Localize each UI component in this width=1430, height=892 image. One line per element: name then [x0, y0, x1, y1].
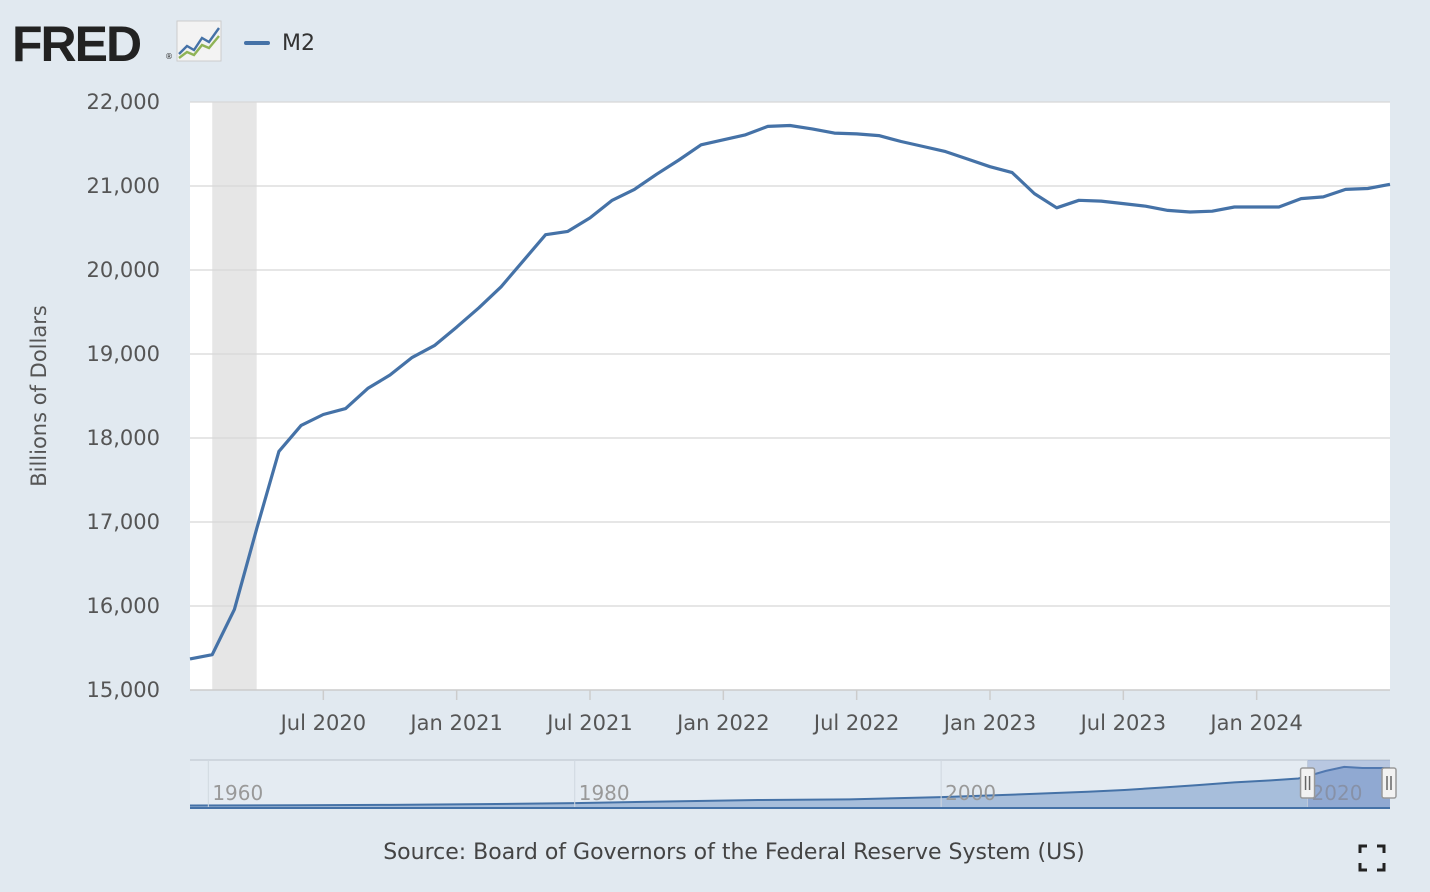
line-chart-icon	[176, 20, 222, 62]
y-axis-label: Billions of Dollars	[27, 305, 51, 487]
navigator-handle-left[interactable]	[1299, 767, 1316, 799]
legend-swatch	[244, 41, 270, 45]
navigator[interactable]: 1960 1980 2000 2020	[189, 759, 1397, 809]
x-tick-label: Jul 2022	[812, 711, 899, 735]
x-axis-ticks: Jul 2020 Jan 2021 Jul 2021 Jan 2022 Jul 2022…	[279, 690, 1303, 735]
x-tick-label: Jul 2023	[1079, 711, 1166, 735]
recession-shading-layer	[212, 102, 257, 690]
x-tick-label: Jan 2021	[408, 711, 503, 735]
y-tick-label: 16,000	[87, 594, 160, 618]
x-tick-label: Jul 2021	[545, 711, 632, 735]
navigator-handle-right[interactable]	[1381, 767, 1397, 799]
chart-header: FRED ® M2	[0, 0, 1430, 80]
navigator-selection	[1307, 760, 1390, 808]
navigator-label: 2020	[1312, 781, 1363, 805]
y-tick-label: 15,000	[87, 678, 160, 702]
legend[interactable]: M2	[244, 28, 315, 58]
source-note: Source: Board of Governors of the Federa…	[383, 840, 1085, 865]
fred-logo[interactable]: FRED	[12, 16, 142, 72]
x-tick-label: Jul 2020	[279, 711, 366, 735]
x-tick-label: Jan 2023	[942, 711, 1037, 735]
gridlines	[190, 101, 1390, 691]
x-tick-label: Jan 2024	[1208, 711, 1303, 735]
plot-background	[190, 102, 1390, 690]
handle-body	[1381, 767, 1397, 799]
y-axis-ticks: 15,000 16,000 17,000 18,000 19,000 20,000 21,0…	[87, 90, 160, 702]
handle-body	[1299, 767, 1316, 799]
navigator-label: 1980	[579, 781, 630, 805]
navigator-label: 1960	[212, 781, 263, 805]
navigator-area	[190, 766, 1390, 808]
legend-label-m2: M2	[282, 30, 315, 56]
fullscreen-icon[interactable]	[1358, 844, 1386, 872]
navigator-line	[189, 765, 1390, 807]
registered-mark: ®	[165, 52, 173, 61]
x-tick-label: Jan 2022	[675, 711, 770, 735]
y-tick-label: 17,000	[87, 510, 160, 534]
y-tick-label: 20,000	[87, 258, 160, 282]
series-layer	[189, 123, 1391, 661]
recession-band	[212, 102, 257, 690]
y-tick-label: 19,000	[87, 342, 160, 366]
navigator-label: 2000	[945, 781, 996, 805]
y-tick-label: 21,000	[87, 174, 160, 198]
y-tick-label: 18,000	[87, 426, 160, 450]
y-tick-label: 22,000	[87, 90, 160, 114]
